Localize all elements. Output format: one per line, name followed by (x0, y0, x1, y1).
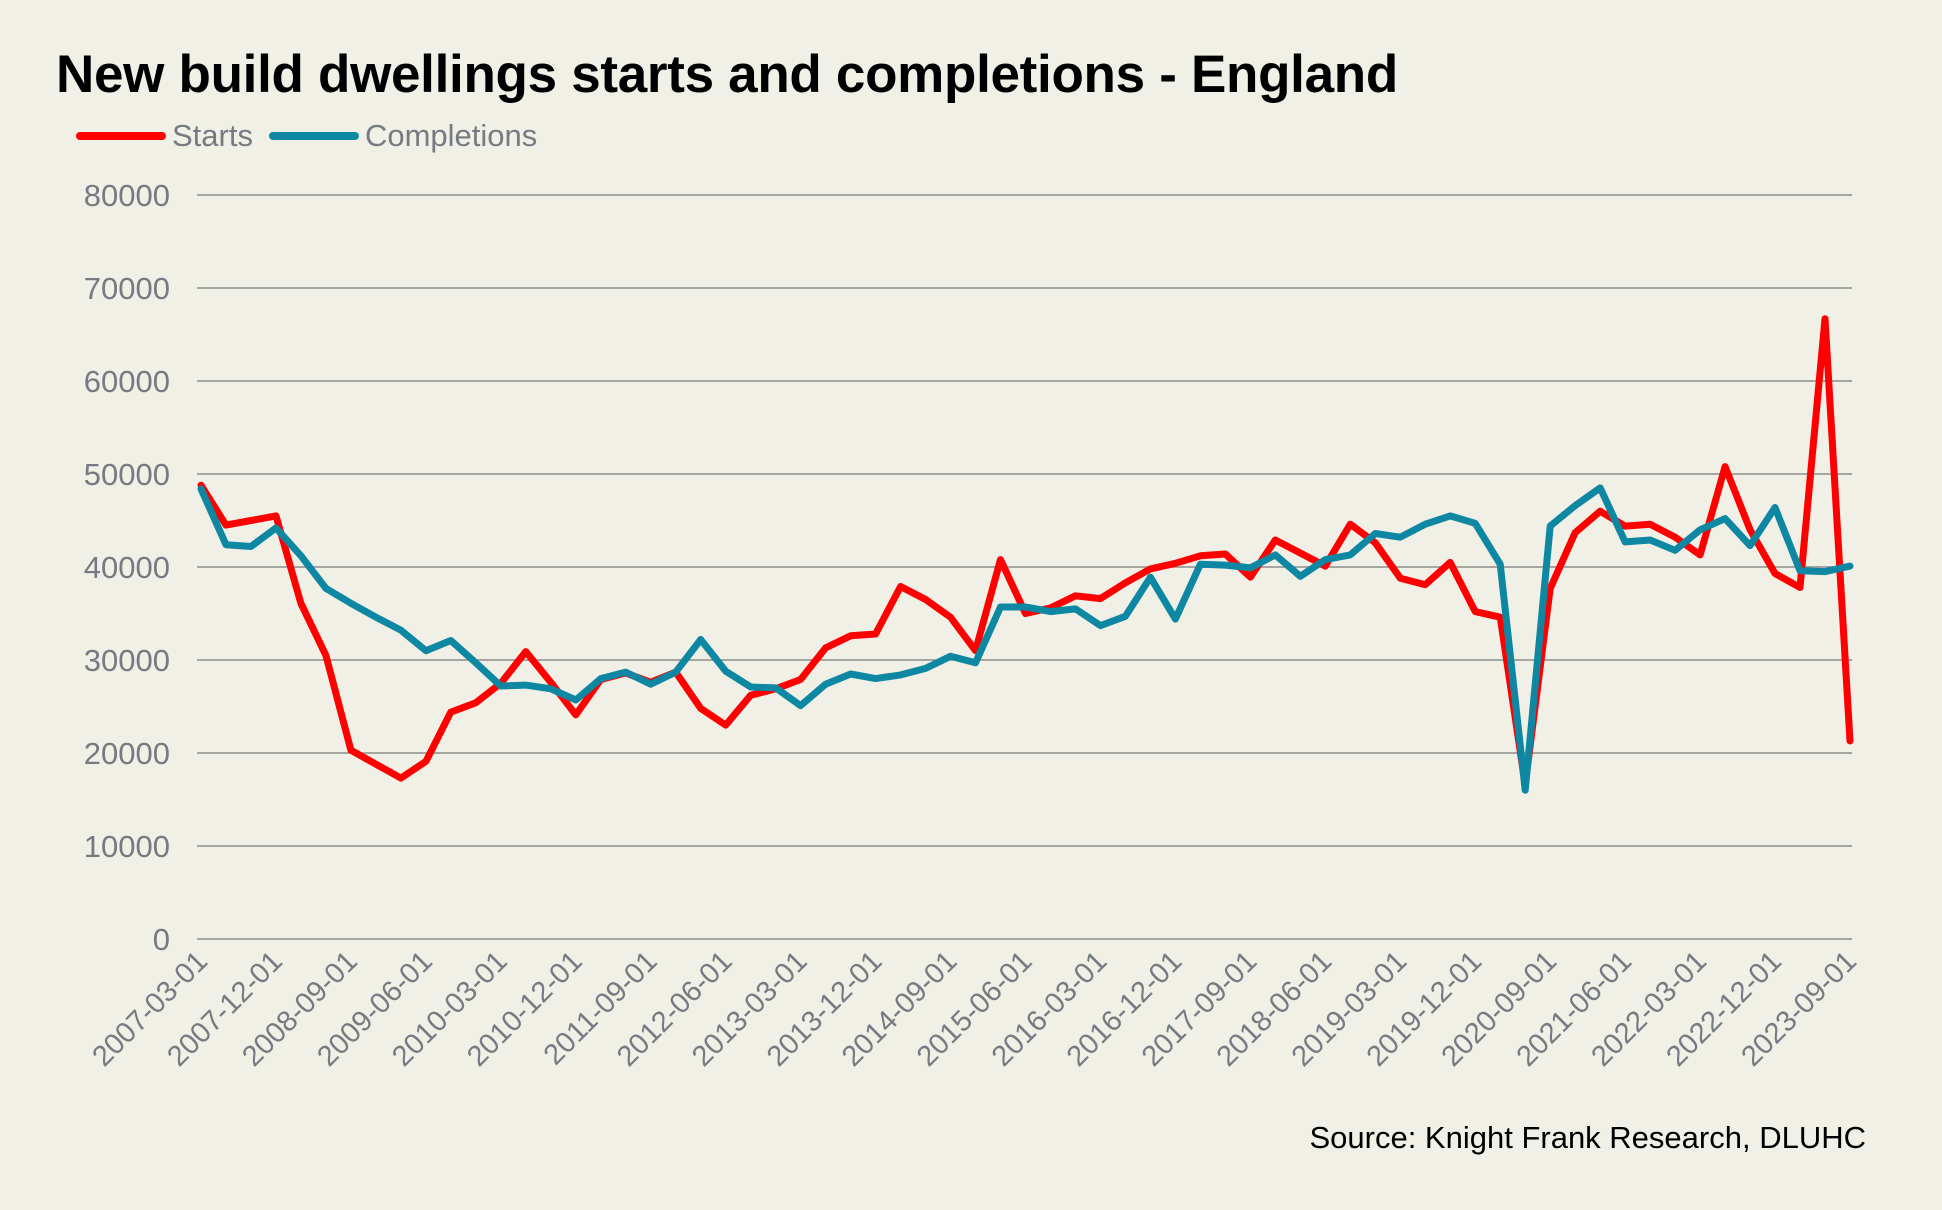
x-axis-ticks: 2007-03-012007-12-012008-09-012009-06-01… (86, 945, 1863, 1073)
y-tick-label: 50000 (84, 457, 170, 492)
source-note: Source: Knight Frank Research, DLUHC (1309, 1120, 1866, 1155)
y-tick-label: 30000 (84, 643, 170, 678)
legend-swatch-starts (76, 132, 166, 140)
chart-title: New build dwellings starts and completio… (56, 45, 1398, 104)
chart-legend: Starts Completions (76, 118, 553, 154)
y-tick-label: 60000 (84, 364, 170, 399)
series-line-completions (197, 484, 1854, 794)
series-line-starts (197, 315, 1854, 789)
legend-label-starts: Starts (172, 118, 253, 153)
y-axis-ticks: 0 10000 20000 30000 40000 50000 60000 70000 8000… (84, 178, 170, 957)
y-tick-label: 0 (153, 922, 170, 957)
legend-item-starts: Starts (76, 118, 253, 154)
legend-label-completions: Completions (364, 118, 538, 153)
y-tick-label: 70000 (84, 271, 170, 306)
legend-swatch-completions (268, 132, 359, 140)
legend-item-completions: Completions (268, 118, 538, 154)
gridlines (197, 194, 1852, 940)
series-lines (197, 315, 1854, 794)
y-tick-label: 10000 (84, 829, 170, 864)
y-tick-label: 80000 (84, 178, 170, 213)
y-tick-label: 20000 (84, 736, 170, 771)
y-tick-label: 40000 (84, 550, 170, 585)
